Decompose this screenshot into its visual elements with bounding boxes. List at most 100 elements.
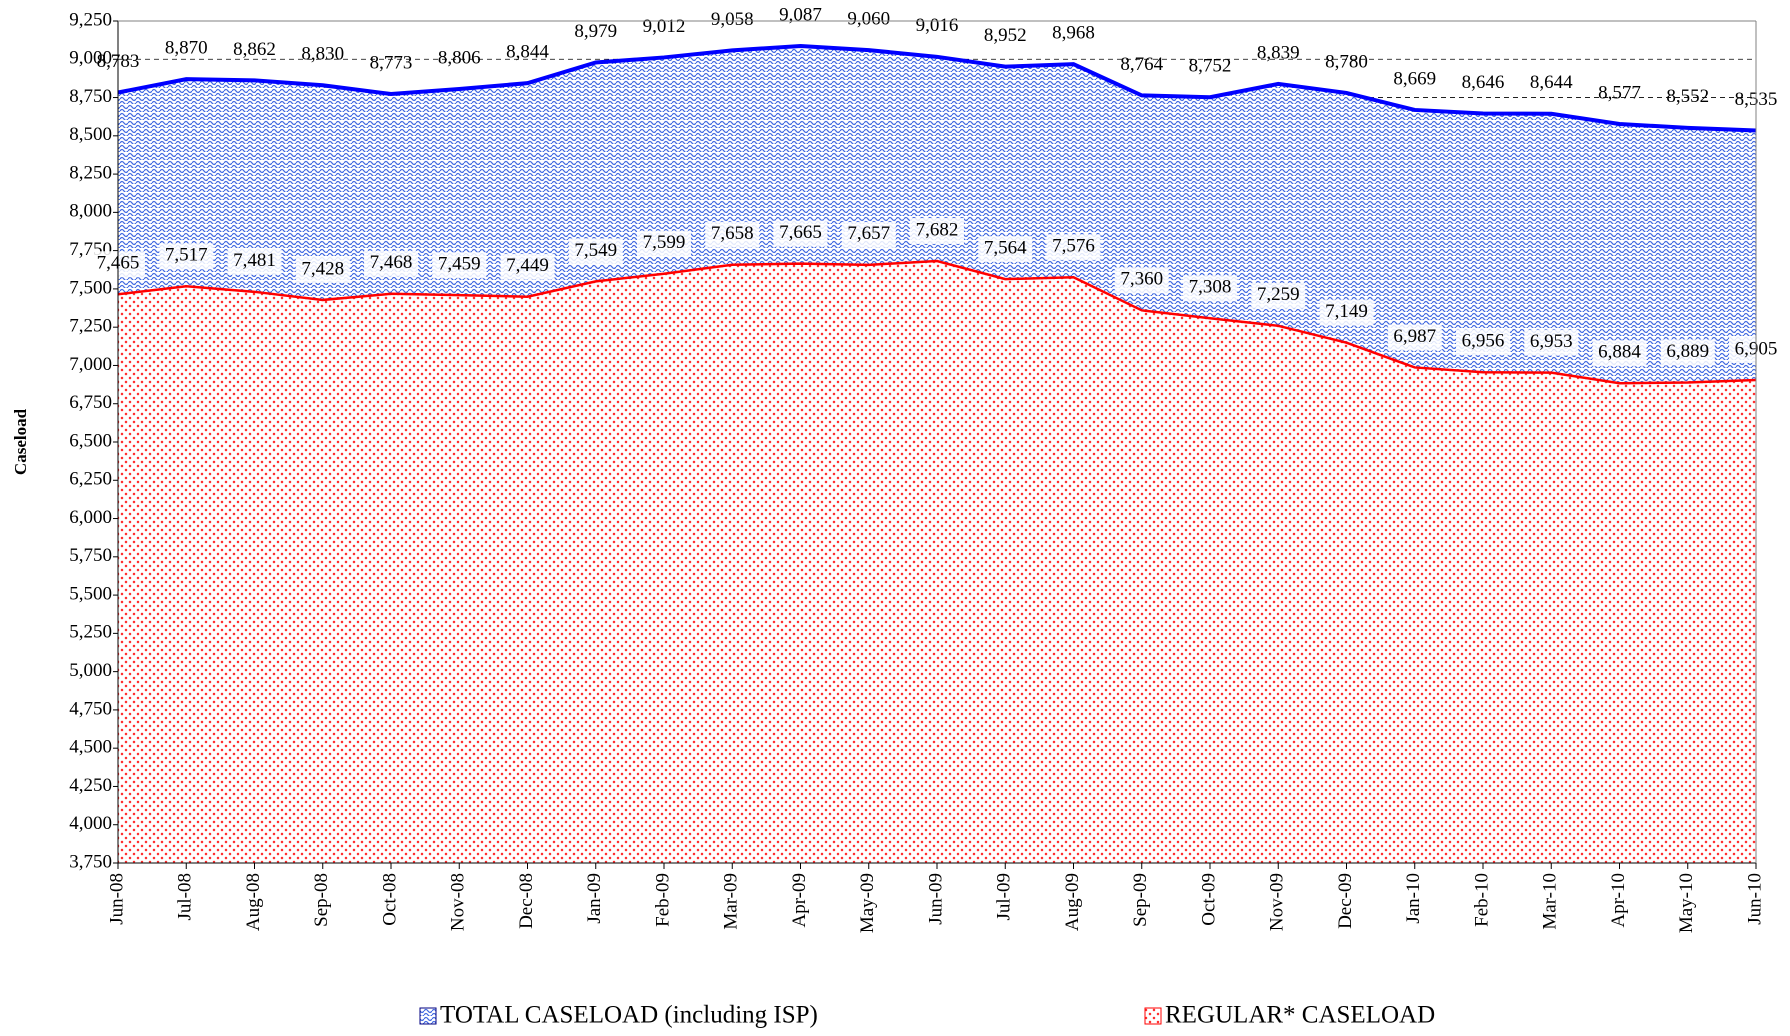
x-tick-label: Mar-09 [721, 873, 742, 930]
y-tick-label: 8,750 [69, 86, 112, 107]
label-background [1387, 324, 1442, 351]
x-tick-label: Jun-09 [925, 873, 946, 925]
data-label: 7,449 [506, 255, 549, 276]
x-tick-label: Sep-08 [311, 873, 332, 927]
y-tick-label: 7,000 [69, 354, 112, 375]
x-tick-label: Nov-09 [1267, 873, 1288, 931]
data-label: 9,012 [643, 16, 686, 37]
label-background [227, 248, 282, 275]
label-background [1524, 329, 1579, 356]
data-label: 7,549 [574, 240, 617, 261]
y-tick-label: 5,500 [69, 583, 112, 604]
x-tick-label: Dec-09 [1335, 873, 1356, 929]
data-label: 7,665 [779, 222, 822, 243]
label-background [1251, 282, 1306, 309]
legend-label: TOTAL CASELOAD (including ISP) [440, 1002, 818, 1029]
data-label: 8,952 [984, 25, 1027, 46]
data-label: 6,956 [1462, 331, 1505, 352]
label-background [1183, 275, 1237, 302]
data-label: 6,889 [1666, 341, 1709, 362]
data-label: 8,806 [438, 47, 481, 68]
x-tick-label: Apr-09 [789, 873, 810, 928]
x-tick-label: Jan-09 [584, 873, 605, 924]
label-background [1660, 339, 1715, 366]
y-tick-label: 9,000 [69, 48, 112, 69]
x-tick-label: Mar-10 [1540, 873, 1561, 930]
data-label: 8,830 [301, 44, 344, 65]
x-tick-label: Jun-10 [1744, 873, 1765, 925]
data-label: 9,060 [847, 8, 890, 29]
data-label: 9,016 [916, 15, 959, 36]
label-background [1114, 267, 1169, 294]
data-label: 9,058 [711, 9, 754, 30]
x-tick-label: Apr-10 [1608, 873, 1629, 928]
y-tick-label: 4,750 [69, 698, 112, 719]
line [117, 43, 1757, 133]
x-tick-label: Nov-08 [448, 873, 469, 931]
line [117, 259, 1757, 385]
y-tick-label: 9,250 [69, 9, 112, 30]
data-label: 6,987 [1393, 326, 1436, 347]
data-label: 8,979 [574, 21, 617, 42]
label-background [910, 218, 964, 245]
y-tick-label: 3,750 [69, 851, 112, 872]
x-tick-label: Jul-08 [175, 873, 196, 921]
label-background [432, 252, 487, 279]
data-label: 7,360 [1120, 269, 1163, 290]
data-label: 8,644 [1530, 72, 1573, 93]
x-tick-label: Feb-10 [1471, 873, 1492, 927]
data-label: 6,953 [1530, 331, 1573, 352]
y-axis-label: Caseload [11, 408, 30, 475]
y-tick-label: 6,250 [69, 469, 112, 490]
data-label: 8,968 [1052, 23, 1095, 44]
y-tick-label: 6,750 [69, 392, 112, 413]
y-tick-label: 5,750 [69, 545, 112, 566]
y-tick-label: 5,000 [69, 660, 112, 681]
label-background [1456, 329, 1510, 356]
data-label: 6,884 [1598, 342, 1641, 363]
y-tick-label: 4,250 [69, 775, 112, 796]
area [118, 261, 1756, 864]
data-label: 8,773 [370, 52, 413, 73]
label-background [1046, 234, 1101, 261]
data-label: 7,468 [370, 252, 413, 273]
x-tick-label: Oct-09 [1198, 873, 1219, 926]
label-background [159, 243, 214, 270]
label-background [773, 220, 828, 247]
x-tick-label: Aug-08 [243, 873, 264, 931]
data-label: 8,552 [1666, 86, 1709, 107]
data-label: 7,658 [711, 223, 754, 244]
y-tick-label: 5,250 [69, 622, 112, 643]
data-label: 7,428 [301, 258, 344, 279]
legend-swatch [1144, 1007, 1162, 1025]
data-label: 8,870 [165, 38, 208, 59]
x-tick-label: Aug-09 [1062, 873, 1083, 931]
y-tick-label: 4,000 [69, 813, 112, 834]
data-label: 8,646 [1462, 72, 1505, 93]
data-label: 7,481 [233, 250, 276, 271]
legend-label: REGULAR* CASELOAD [1165, 1002, 1435, 1029]
data-label: 7,599 [643, 232, 686, 253]
y-tick-label: 8,500 [69, 124, 112, 145]
x-tick-label: May-09 [857, 873, 878, 933]
label-background [295, 256, 350, 283]
data-label: 7,564 [984, 237, 1027, 258]
x-tick-label: Dec-08 [516, 873, 537, 929]
y-tick-label: 8,000 [69, 201, 112, 222]
x-tick-label: Feb-09 [652, 873, 673, 927]
x-tick-label: Jun-08 [106, 873, 127, 925]
label-background [705, 221, 760, 248]
label-background [568, 238, 623, 265]
data-label: 8,669 [1393, 68, 1436, 89]
x-tick-label: Oct-08 [379, 873, 400, 926]
data-label: 8,764 [1120, 54, 1163, 75]
y-tick-label: 8,250 [69, 162, 112, 183]
label-background [1319, 299, 1374, 326]
data-label: 8,780 [1325, 51, 1368, 72]
label-background [1592, 340, 1647, 367]
y-tick-label: 6,000 [69, 507, 112, 528]
label-background [637, 230, 691, 257]
x-tick-label: Jul-09 [994, 873, 1015, 921]
data-label: 7,459 [438, 254, 481, 275]
